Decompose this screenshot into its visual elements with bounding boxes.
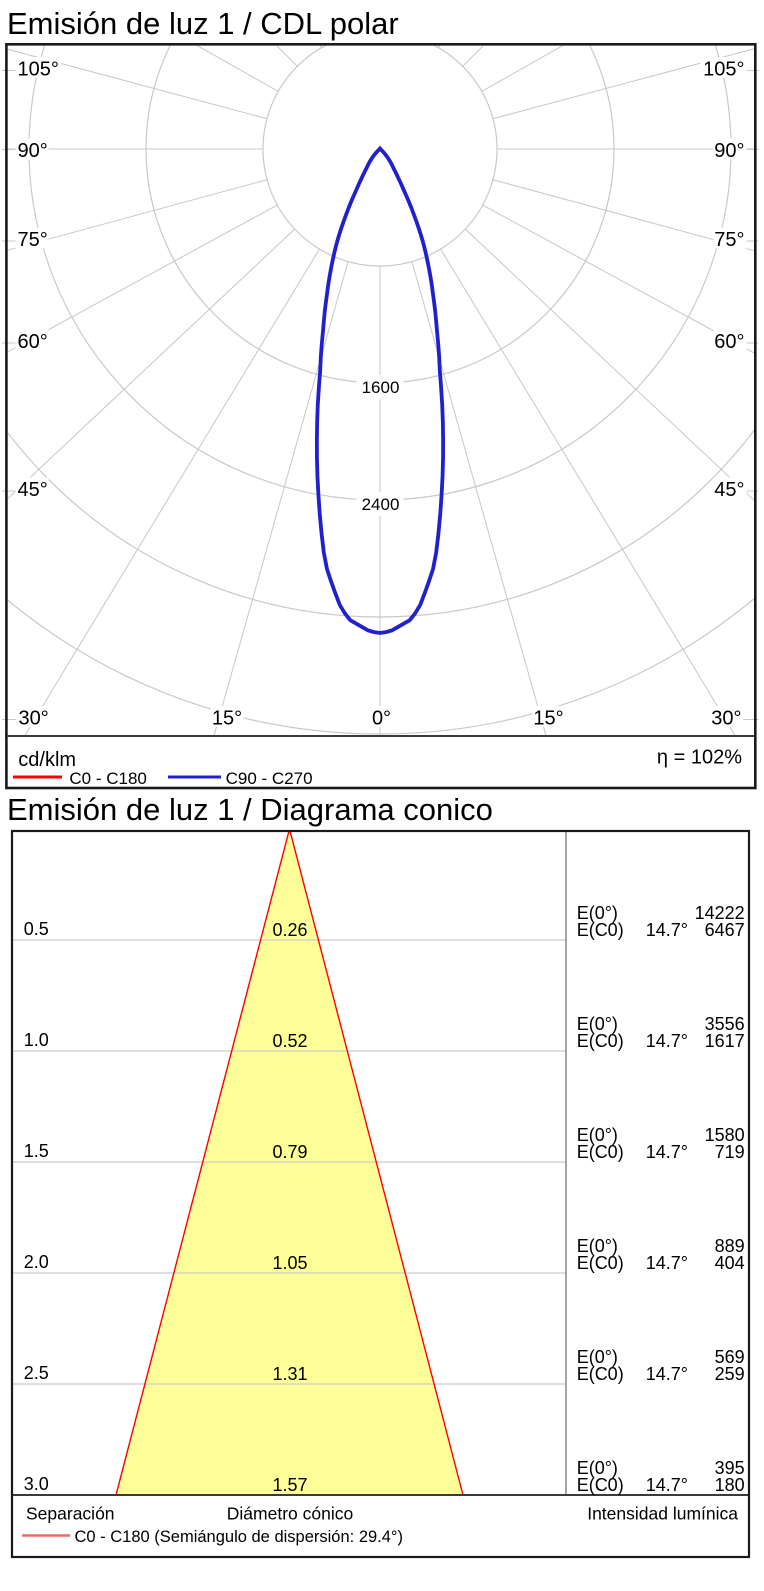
svg-text:14.7°: 14.7° bbox=[646, 1142, 688, 1162]
svg-text:Separación: Separación bbox=[26, 1504, 115, 1524]
svg-text:η = 102%: η = 102% bbox=[657, 747, 742, 769]
svg-text:15°: 15° bbox=[212, 708, 242, 730]
svg-text:0.5: 0.5 bbox=[24, 919, 49, 939]
svg-text:E(0°): E(0°) bbox=[577, 903, 618, 923]
svg-text:3.0: 3.0 bbox=[24, 1474, 49, 1494]
svg-text:6467: 6467 bbox=[705, 920, 745, 940]
svg-text:2400: 2400 bbox=[362, 495, 400, 514]
svg-text:14.7°: 14.7° bbox=[646, 1364, 688, 1384]
svg-text:0.79: 0.79 bbox=[272, 1142, 307, 1162]
svg-text:cd/klm: cd/klm bbox=[18, 749, 76, 771]
svg-text:1617: 1617 bbox=[705, 1031, 745, 1051]
svg-text:719: 719 bbox=[715, 1142, 745, 1162]
svg-text:C90 - C270: C90 - C270 bbox=[226, 769, 313, 788]
svg-text:1.31: 1.31 bbox=[272, 1364, 307, 1384]
svg-text:90°: 90° bbox=[714, 140, 744, 162]
svg-text:30°: 30° bbox=[711, 708, 741, 730]
svg-text:14.7°: 14.7° bbox=[646, 1253, 688, 1273]
svg-text:569: 569 bbox=[715, 1347, 745, 1367]
svg-text:75°: 75° bbox=[714, 229, 744, 251]
svg-text:E(C0): E(C0) bbox=[577, 1475, 624, 1495]
svg-text:15°: 15° bbox=[533, 708, 563, 730]
svg-text:2.0: 2.0 bbox=[24, 1252, 49, 1272]
svg-text:Diámetro cónico: Diámetro cónico bbox=[227, 1504, 353, 1524]
svg-text:E(0°): E(0°) bbox=[577, 1458, 618, 1478]
svg-text:1.57: 1.57 bbox=[272, 1475, 307, 1495]
svg-text:105°: 105° bbox=[18, 59, 59, 81]
svg-text:C0 - C180: C0 - C180 bbox=[69, 769, 146, 788]
svg-text:90°: 90° bbox=[18, 140, 48, 162]
svg-text:1.5: 1.5 bbox=[24, 1141, 49, 1161]
svg-text:E(C0): E(C0) bbox=[577, 1031, 624, 1051]
svg-text:E(0°): E(0°) bbox=[577, 1347, 618, 1367]
svg-text:14.7°: 14.7° bbox=[646, 1031, 688, 1051]
svg-text:0°: 0° bbox=[372, 708, 391, 730]
svg-text:404: 404 bbox=[715, 1253, 745, 1273]
svg-text:60°: 60° bbox=[18, 331, 48, 353]
svg-text:395: 395 bbox=[715, 1458, 745, 1478]
svg-text:Intensidad lumínica: Intensidad lumínica bbox=[587, 1504, 738, 1524]
svg-text:45°: 45° bbox=[714, 479, 744, 501]
svg-text:1600: 1600 bbox=[362, 378, 400, 397]
svg-text:1580: 1580 bbox=[705, 1125, 745, 1145]
svg-text:3556: 3556 bbox=[705, 1014, 745, 1034]
svg-text:14222: 14222 bbox=[695, 903, 745, 923]
svg-text:Emisión de luz 1 / Diagrama co: Emisión de luz 1 / Diagrama conico bbox=[7, 792, 493, 827]
svg-text:60°: 60° bbox=[714, 331, 744, 353]
svg-text:105°: 105° bbox=[703, 59, 744, 81]
svg-text:E(C0): E(C0) bbox=[577, 1253, 624, 1273]
svg-text:75°: 75° bbox=[18, 229, 48, 251]
svg-text:14.7°: 14.7° bbox=[646, 920, 688, 940]
svg-text:0.26: 0.26 bbox=[272, 920, 307, 940]
svg-text:2.5: 2.5 bbox=[24, 1363, 49, 1383]
svg-text:0.52: 0.52 bbox=[272, 1031, 307, 1051]
svg-text:889: 889 bbox=[715, 1236, 745, 1256]
svg-text:45°: 45° bbox=[18, 479, 48, 501]
svg-text:1.05: 1.05 bbox=[272, 1253, 307, 1273]
svg-text:E(C0): E(C0) bbox=[577, 920, 624, 940]
svg-text:259: 259 bbox=[715, 1364, 745, 1384]
svg-text:E(0°): E(0°) bbox=[577, 1236, 618, 1256]
svg-text:C0 - C180 (Semiángulo de dispe: C0 - C180 (Semiángulo de dispersión: 29.… bbox=[75, 1528, 404, 1546]
svg-text:E(0°): E(0°) bbox=[577, 1125, 618, 1145]
svg-text:Emisión de luz 1 / CDL polar: Emisión de luz 1 / CDL polar bbox=[7, 6, 399, 41]
svg-text:E(0°): E(0°) bbox=[577, 1014, 618, 1034]
svg-text:180: 180 bbox=[715, 1475, 745, 1495]
svg-text:1.0: 1.0 bbox=[24, 1030, 49, 1050]
svg-text:E(C0): E(C0) bbox=[577, 1142, 624, 1162]
svg-text:E(C0): E(C0) bbox=[577, 1364, 624, 1384]
svg-text:14.7°: 14.7° bbox=[646, 1475, 688, 1495]
svg-text:30°: 30° bbox=[19, 708, 49, 730]
